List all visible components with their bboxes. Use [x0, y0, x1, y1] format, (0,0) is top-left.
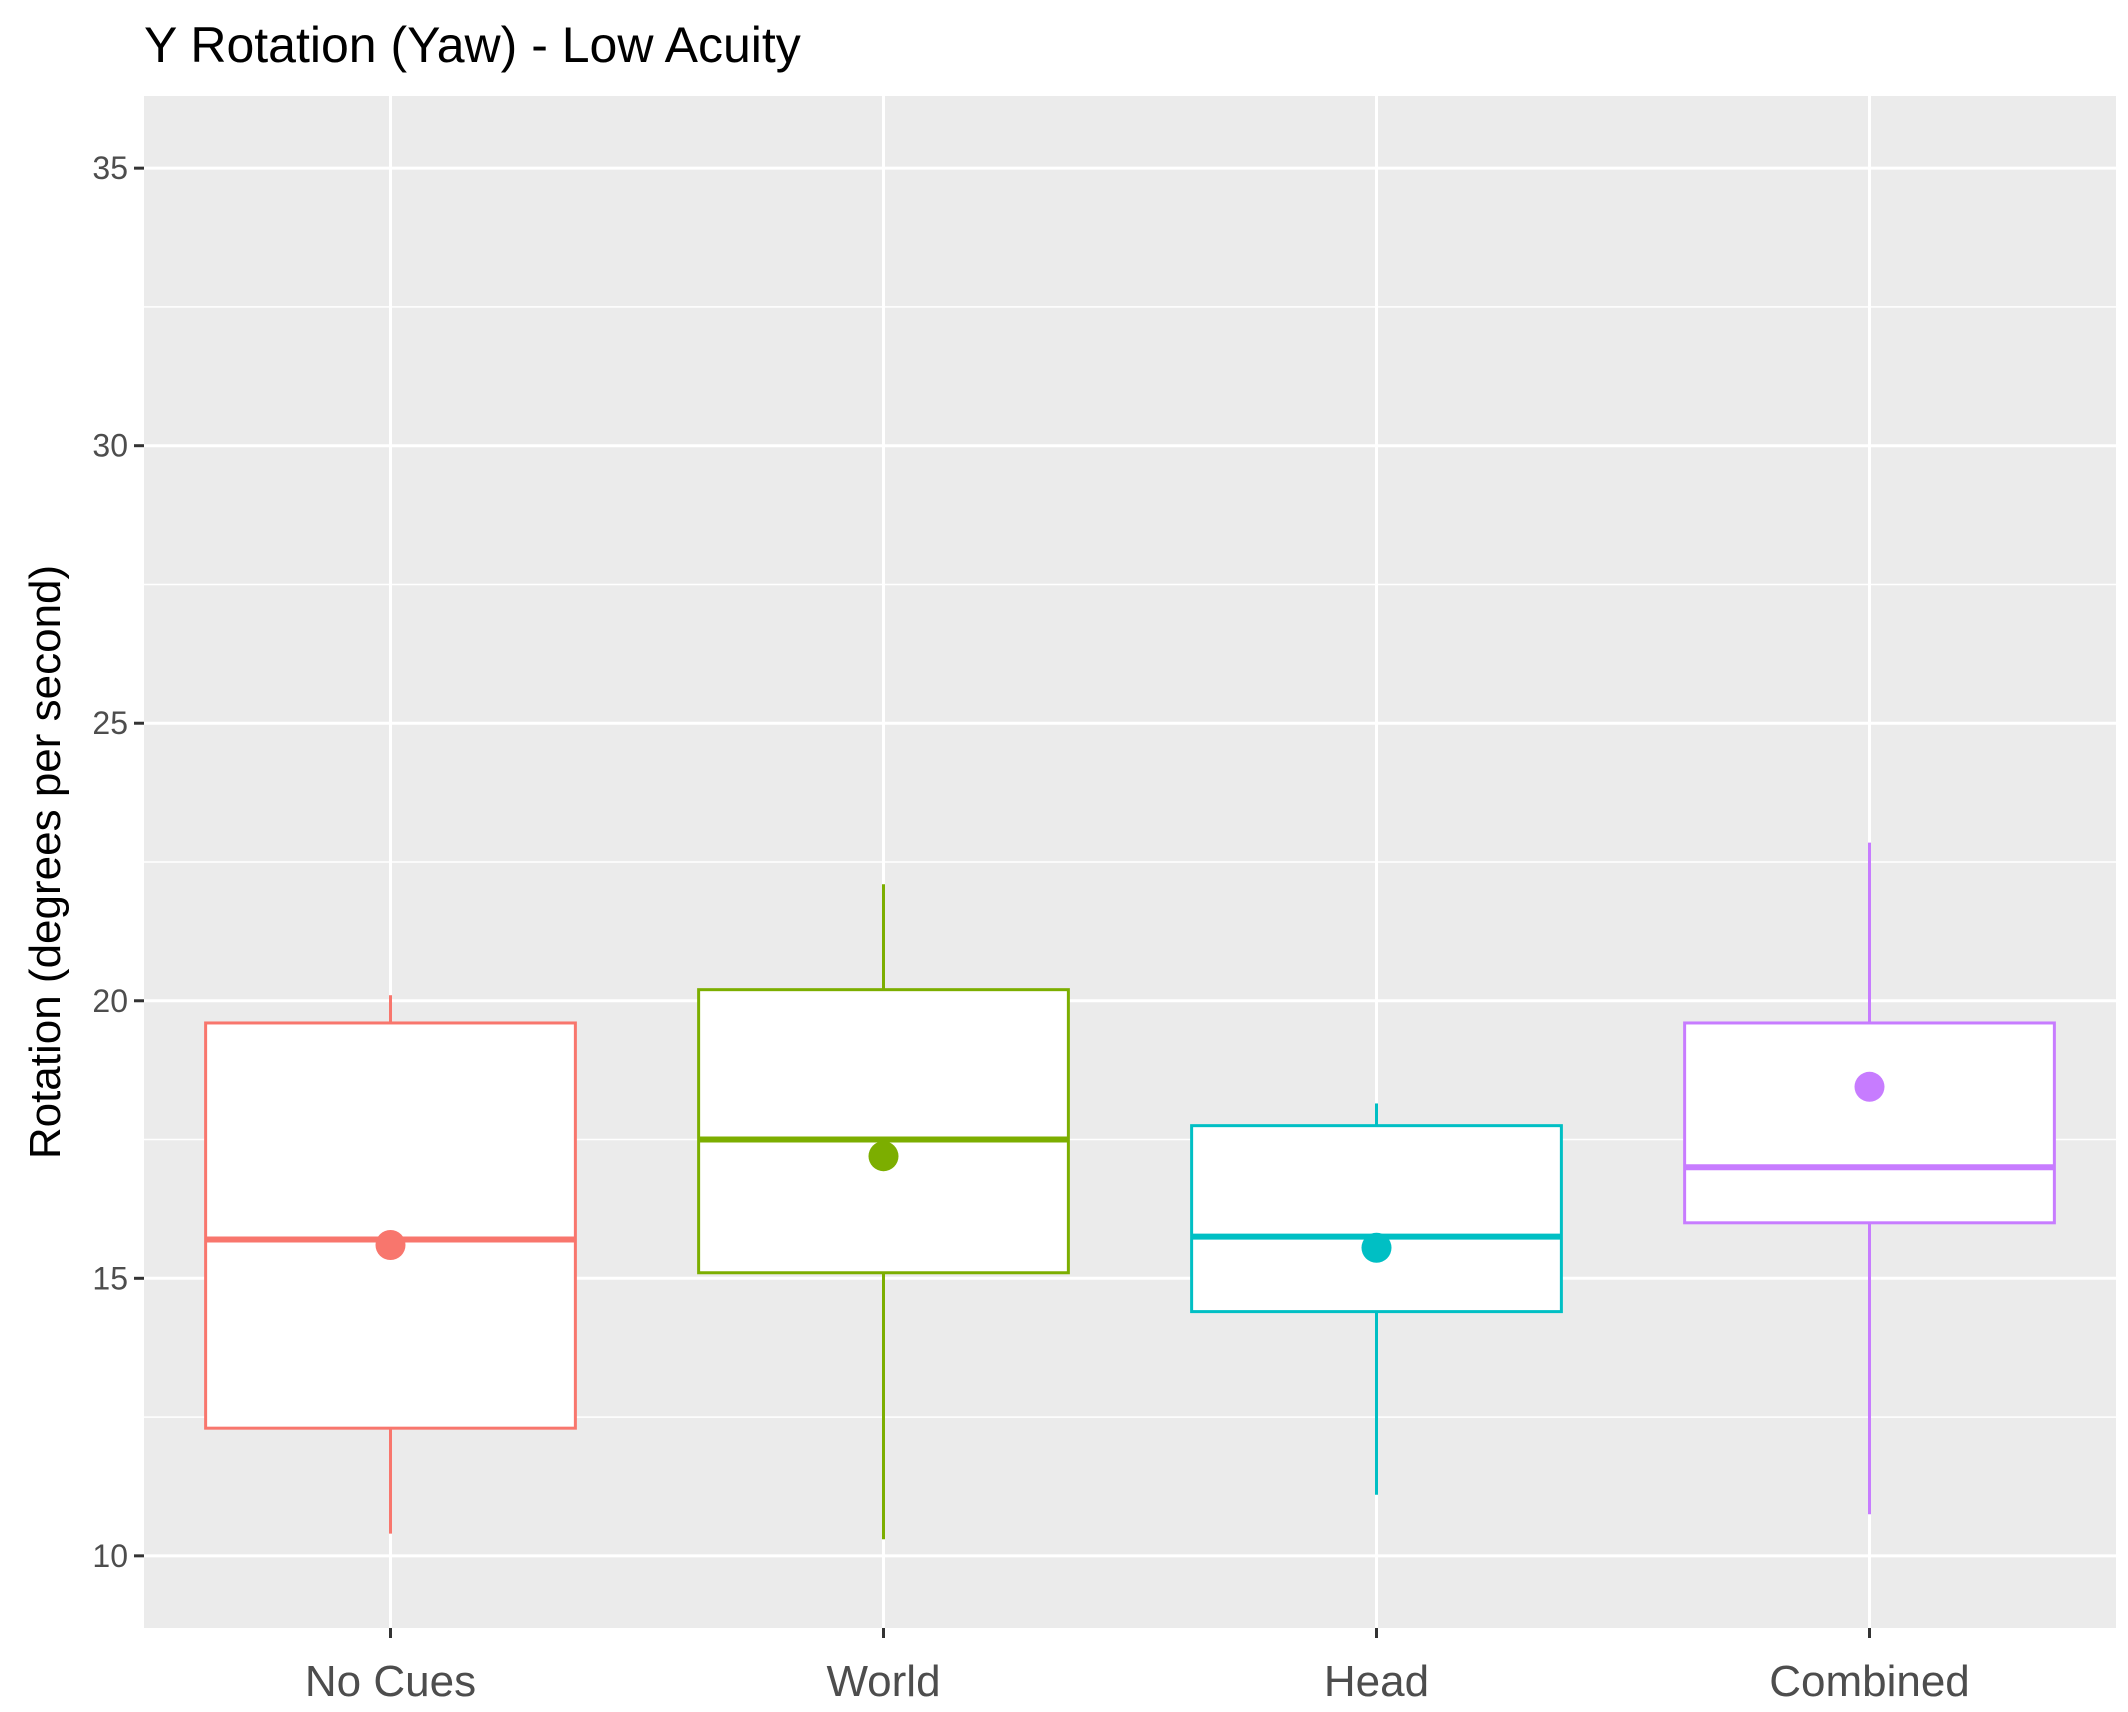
box-combined [1683, 842, 2056, 1515]
box-head [1190, 1103, 1563, 1495]
x-tick-label: No Cues [305, 1657, 476, 1706]
y-tick-label: 30 [92, 428, 128, 464]
iqr-box [1683, 1021, 2056, 1225]
mean-point [375, 1230, 406, 1260]
mean-point [1361, 1232, 1392, 1263]
boxes [204, 842, 2056, 1540]
y-tick-label: 15 [92, 1260, 128, 1296]
iqr-box [697, 988, 1070, 1275]
x-tick-label: World [826, 1657, 940, 1706]
y-tick-label: 20 [92, 983, 128, 1019]
y-tick-label: 25 [92, 705, 128, 741]
iqr-box [1190, 1124, 1563, 1314]
mean-point [1854, 1071, 1885, 1102]
y-axis-label: Rotation (degrees per second) [21, 565, 70, 1159]
box-world [697, 884, 1070, 1540]
x-tick-label: Head [1324, 1657, 1429, 1706]
iqr-box [204, 1021, 577, 1430]
y-tick-label: 10 [92, 1538, 128, 1574]
box-no-cues [204, 995, 577, 1534]
mean-point [868, 1141, 899, 1172]
y-axis: 10 15 20 25 30 35 [92, 150, 144, 1574]
x-tick-label: Combined [1769, 1657, 1970, 1706]
chart-title: Y Rotation (Yaw) - Low Acuity [144, 17, 801, 73]
y-tick-label: 35 [92, 150, 128, 186]
x-axis: No Cues World Head Combined [305, 1628, 1970, 1706]
